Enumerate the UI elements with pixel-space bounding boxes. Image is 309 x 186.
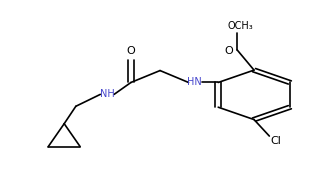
Text: Cl: Cl (271, 136, 281, 146)
Text: OCH₃: OCH₃ (228, 21, 254, 31)
Text: O: O (224, 46, 233, 56)
Text: O: O (127, 46, 135, 56)
Text: HN: HN (187, 77, 202, 87)
Text: NH: NH (100, 89, 115, 99)
